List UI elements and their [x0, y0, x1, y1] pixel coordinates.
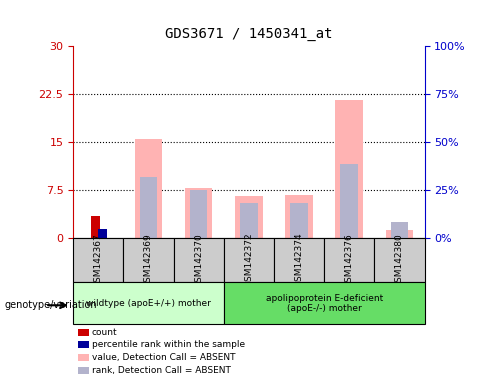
- Bar: [335, 101, 363, 238]
- Text: GSM142370: GSM142370: [194, 233, 203, 288]
- Bar: [391, 222, 408, 238]
- Bar: [224, 238, 274, 282]
- Title: GDS3671 / 1450341_at: GDS3671 / 1450341_at: [165, 27, 333, 41]
- Text: value, Detection Call = ABSENT: value, Detection Call = ABSENT: [92, 353, 235, 362]
- Bar: [135, 139, 163, 238]
- Bar: [240, 203, 258, 238]
- Bar: [73, 282, 224, 324]
- Bar: [341, 164, 358, 238]
- Text: wildtype (apoE+/+) mother: wildtype (apoE+/+) mother: [86, 299, 211, 308]
- Bar: [174, 238, 224, 282]
- Bar: [235, 197, 263, 238]
- Text: apolipoprotein E-deficient
(apoE-/-) mother: apolipoprotein E-deficient (apoE-/-) mot…: [265, 294, 383, 313]
- Bar: [285, 195, 313, 238]
- Bar: [73, 238, 123, 282]
- Bar: [98, 230, 107, 238]
- Text: count: count: [92, 328, 118, 337]
- Text: rank, Detection Call = ABSENT: rank, Detection Call = ABSENT: [92, 366, 231, 375]
- Bar: [274, 238, 324, 282]
- Bar: [190, 190, 207, 238]
- Bar: [140, 177, 157, 238]
- Bar: [374, 238, 425, 282]
- Text: GSM142369: GSM142369: [144, 233, 153, 288]
- Text: GSM142374: GSM142374: [295, 233, 304, 288]
- Bar: [324, 238, 374, 282]
- Text: genotype/variation: genotype/variation: [5, 300, 98, 310]
- Bar: [185, 188, 212, 238]
- Text: GSM142367: GSM142367: [94, 233, 103, 288]
- Text: GSM142380: GSM142380: [395, 233, 404, 288]
- Bar: [224, 282, 425, 324]
- Bar: [91, 216, 100, 238]
- Text: GSM142372: GSM142372: [244, 233, 253, 288]
- Bar: [123, 238, 174, 282]
- Bar: [290, 203, 308, 238]
- Bar: [386, 230, 413, 238]
- Text: GSM142376: GSM142376: [345, 233, 354, 288]
- Text: percentile rank within the sample: percentile rank within the sample: [92, 340, 245, 349]
